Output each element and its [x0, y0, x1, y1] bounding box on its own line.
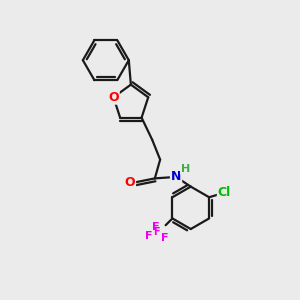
Text: F: F	[152, 222, 159, 232]
Text: F: F	[154, 227, 160, 237]
Text: Cl: Cl	[218, 186, 231, 199]
Text: H: H	[181, 164, 190, 174]
Text: N: N	[171, 170, 181, 183]
Text: F: F	[145, 231, 153, 241]
Text: O: O	[108, 91, 119, 104]
Text: O: O	[124, 176, 135, 189]
Text: F: F	[161, 233, 168, 243]
